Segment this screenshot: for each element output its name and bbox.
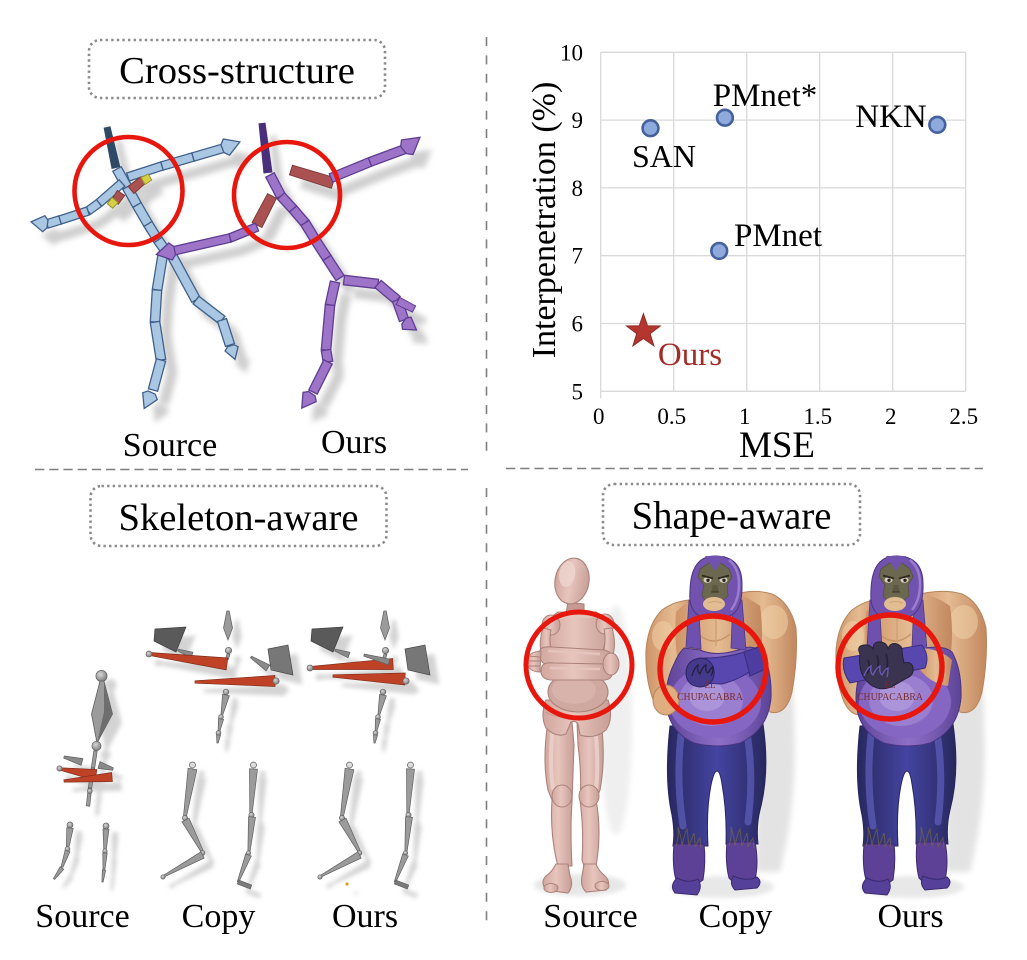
svg-text:7: 7 — [572, 244, 584, 269]
svg-text:PMnet: PMnet — [734, 218, 822, 254]
svg-text:Ours: Ours — [877, 898, 943, 935]
svg-text:Source: Source — [35, 898, 129, 935]
svg-text:NKN: NKN — [855, 99, 927, 135]
svg-text:5: 5 — [572, 379, 584, 404]
svg-text:EL: EL — [885, 680, 896, 690]
svg-text:1.5: 1.5 — [803, 404, 832, 429]
svg-text:0.5: 0.5 — [657, 404, 686, 429]
svg-text:Cross-structure: Cross-structure — [119, 50, 355, 92]
svg-text:Shape-aware: Shape-aware — [632, 496, 832, 538]
svg-text:Copy: Copy — [182, 898, 256, 935]
svg-text:Ours: Ours — [658, 337, 722, 373]
svg-text:6: 6 — [572, 312, 584, 337]
svg-text:2: 2 — [885, 404, 897, 429]
svg-text:2.5: 2.5 — [949, 404, 978, 429]
svg-text:Interpenetration (%): Interpenetration (%) — [526, 82, 563, 359]
svg-text:Ours: Ours — [332, 898, 398, 935]
svg-text:EL: EL — [705, 680, 716, 690]
svg-text:Copy: Copy — [699, 898, 773, 935]
svg-text:CHUPACABRA: CHUPACABRA — [677, 691, 743, 703]
svg-text:SAN: SAN — [632, 138, 696, 174]
svg-text:9: 9 — [572, 108, 584, 133]
svg-text:0: 0 — [593, 404, 605, 429]
svg-text:PMnet*: PMnet* — [713, 78, 818, 114]
svg-text:MSE: MSE — [739, 425, 815, 466]
svg-text:Source: Source — [123, 427, 217, 464]
svg-text:CHUPACABRA: CHUPACABRA — [857, 691, 923, 703]
svg-text:Ours: Ours — [321, 424, 387, 461]
svg-text:1: 1 — [739, 404, 751, 429]
svg-text:Source: Source — [543, 898, 637, 935]
svg-text:Skeleton-aware: Skeleton-aware — [119, 497, 359, 539]
svg-text:8: 8 — [572, 176, 584, 201]
svg-text:10: 10 — [560, 40, 583, 65]
